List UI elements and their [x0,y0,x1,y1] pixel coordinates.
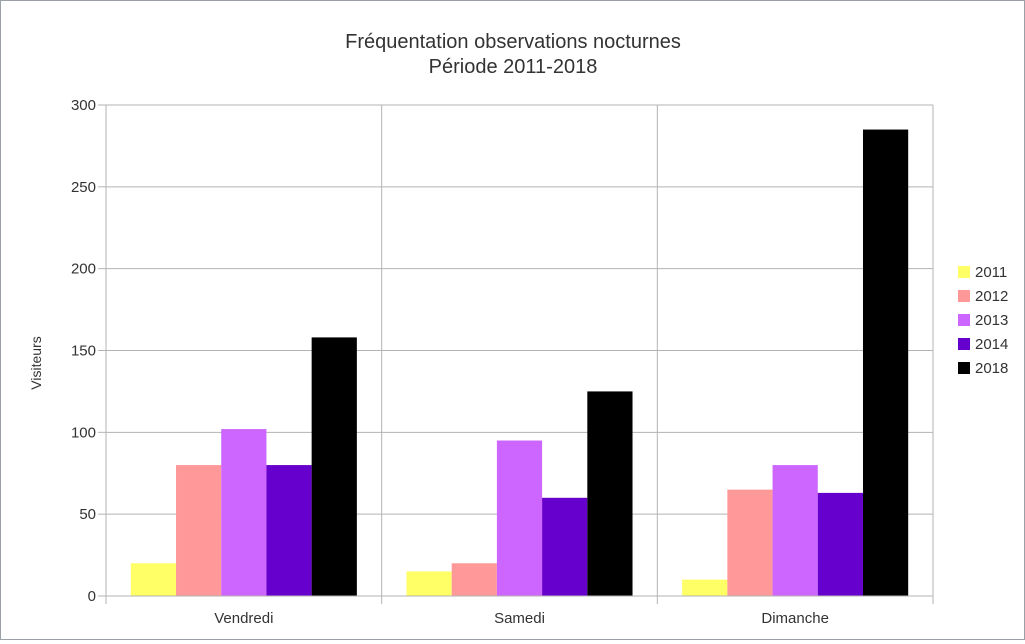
y-tick-label: 200 [71,261,96,278]
legend-swatch-2014 [958,338,970,350]
bar-2011-samedi [406,571,452,596]
y-tick-label: 0 [88,588,96,605]
y-tick-label: 100 [71,424,96,441]
bar-2018-dimanche [862,129,909,597]
y-tick-label: 150 [71,343,96,360]
x-tick-label: Vendredi [214,610,273,627]
bar-2014-dimanche [817,492,863,596]
bar-2014-samedi [542,497,588,596]
legend-swatch-2018 [958,362,970,374]
bar-2011-dimanche [682,579,728,596]
legend-label-2018: 2018 [975,360,1008,377]
legend-label-2012: 2012 [975,288,1008,305]
chart-title: Fréquentation observations nocturnes [345,31,681,53]
bar-2013-vendredi [221,429,267,596]
axes: 0 50 100 150 200 250 300 Vendredi Samedi Dimanche [71,97,934,627]
bar-2011-vendredi [130,563,177,596]
y-tick-label: 50 [79,506,96,523]
x-tick-label: Dimanche [761,610,829,627]
x-tick-label: Samedi [494,610,545,627]
bars [130,129,909,597]
legend-swatch-2012 [958,290,970,302]
y-tick-label: 300 [71,97,96,114]
legend-label-2014: 2014 [975,336,1008,353]
legend-swatch-2013 [958,314,970,326]
legend-label-2011: 2011 [975,264,1007,281]
y-axis-label: Visiteurs [28,336,44,389]
bar-2018-samedi [587,391,633,596]
legend-swatch-2011 [958,266,970,278]
bar-2014-vendredi [266,465,312,596]
bar-2012-samedi [451,563,497,596]
bar-2012-vendredi [176,465,222,596]
legend-label-2013: 2013 [975,312,1008,329]
bar-2013-dimanche [772,465,818,596]
bar-2018-vendredi [311,337,357,596]
bar-2012-dimanche [727,489,773,596]
legend: 2011 2012 2013 2014 2018 [958,264,1008,377]
chart-subtitle: Période 2011-2018 [429,56,598,78]
bar-2013-samedi [496,440,543,596]
y-tick-label: 250 [71,179,96,196]
